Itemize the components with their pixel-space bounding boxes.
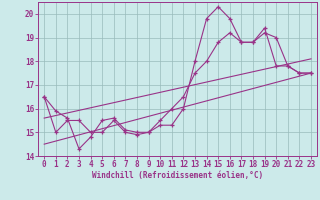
X-axis label: Windchill (Refroidissement éolien,°C): Windchill (Refroidissement éolien,°C) (92, 171, 263, 180)
